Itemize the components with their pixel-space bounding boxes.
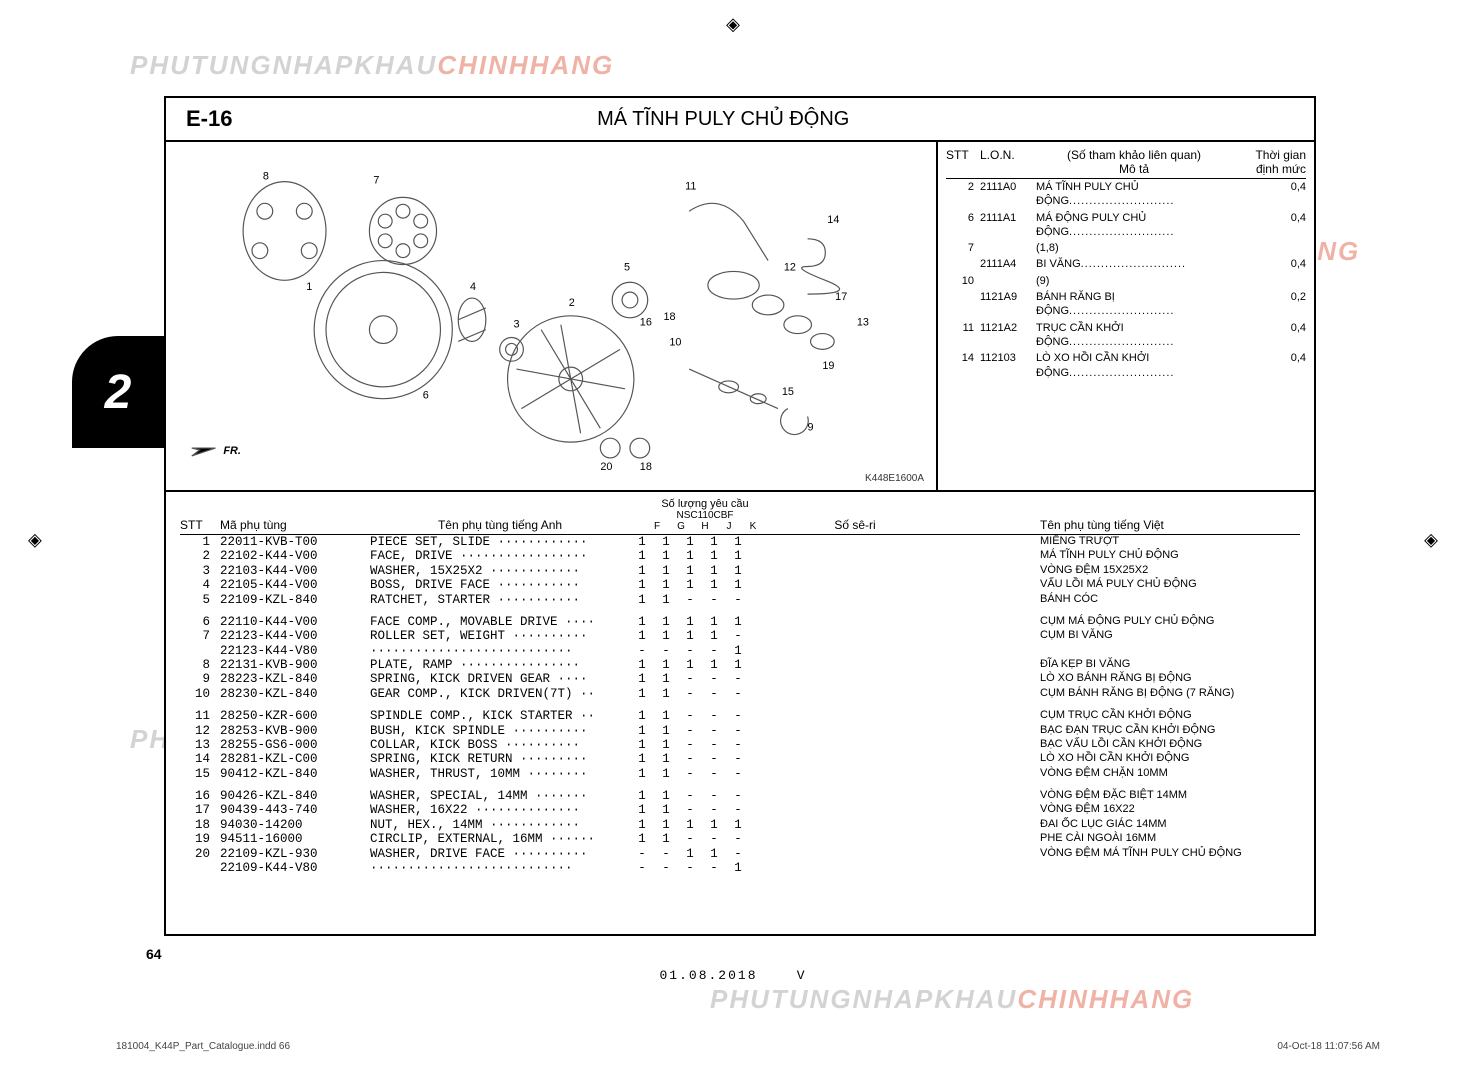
fr-label: FR. <box>223 445 240 457</box>
parts-row: 522109-KZL-840RATCHET, STARTER ·········… <box>180 593 1300 607</box>
svg-text:17: 17 <box>835 291 847 303</box>
registration-mark-right: ◈ <box>1424 530 1438 551</box>
watermark-bottom: PHUTUNGNHAPKHAUCHINHHANG <box>710 984 1194 1015</box>
parts-row: 1028230-KZL-840GEAR COMP., KICK DRIVEN(7… <box>180 687 1300 701</box>
parts-row: 822131-KVB-900PLATE, RAMP ··············… <box>180 658 1300 672</box>
svg-text:7: 7 <box>373 175 379 187</box>
svg-text:18: 18 <box>640 461 652 473</box>
svg-text:6: 6 <box>423 390 429 402</box>
parts-table-header: STT Mã phụ tùng Tên phụ tùng tiếng Anh S… <box>180 498 1300 535</box>
svg-text:5: 5 <box>624 261 630 273</box>
ref-row: 111121A2TRỤC CẦN KHỞI ĐỘNG..............… <box>946 320 1306 351</box>
svg-text:12: 12 <box>784 261 796 273</box>
diagram-svg: 8 7 1 6 4 3 2 5 16 10 11 14 12 17 13 19 <box>176 152 926 478</box>
svg-text:15: 15 <box>782 386 794 398</box>
svg-text:10: 10 <box>669 336 681 348</box>
parts-row: 2022109-KZL-930WASHER, DRIVE FACE ······… <box>180 847 1300 861</box>
section-tab: 2 <box>72 336 164 448</box>
svg-text:19: 19 <box>822 360 834 372</box>
svg-text:8: 8 <box>263 171 269 183</box>
parts-row: 928223-KZL-840SPRING, KICK DRIVEN GEAR ·… <box>180 672 1300 686</box>
svg-text:18: 18 <box>663 311 675 323</box>
svg-text:11: 11 <box>685 181 696 193</box>
parts-row: 1790439-443-740WASHER, 16X22 ···········… <box>180 803 1300 817</box>
exploded-diagram: 8 7 1 6 4 3 2 5 16 10 11 14 12 17 13 19 <box>166 142 938 490</box>
svg-text:20: 20 <box>600 461 612 473</box>
svg-text:3: 3 <box>513 319 519 331</box>
parts-row: 322103-K44-V00WASHER, 15X25X2 ··········… <box>180 564 1300 578</box>
parts-row: 1590412-KZL-840WASHER, THRUST, 10MM ····… <box>180 767 1300 781</box>
parts-row: 1690426-KZL-840WASHER, SPECIAL, 14MM ···… <box>180 789 1300 803</box>
watermark-top: PHUTUNGNHAPKHAUCHINHHANG <box>130 50 614 81</box>
ref-header: STT L.O.N. (Số tham khảo liên quan) Mô t… <box>946 146 1306 179</box>
registration-mark-left: ◈ <box>28 530 42 551</box>
svg-text:4: 4 <box>470 281 476 293</box>
parts-row: 22109-K44-V80···························… <box>180 861 1300 875</box>
parts-row: 422105-K44-V00BOSS, DRIVE FACE ·········… <box>180 578 1300 592</box>
title-row: E-16 MÁ TĨNH PULY CHỦ ĐỘNG <box>166 98 1314 142</box>
ref-row: 62111A1MÁ ĐỘNG PULY CHỦ ĐỘNG............… <box>946 210 1306 241</box>
parts-row: 122011-KVB-T00PIECE SET, SLIDE ·········… <box>180 535 1300 549</box>
svg-text:1: 1 <box>306 281 312 293</box>
parts-row: 1994511-16000CIRCLIP, EXTERNAL, 16MM ···… <box>180 832 1300 846</box>
svg-text:2: 2 <box>569 297 575 309</box>
parts-row: 722123-K44-V00ROLLER SET, WEIGHT ·······… <box>180 629 1300 643</box>
ref-row: 10(9) <box>946 273 1306 289</box>
svg-text:9: 9 <box>808 421 814 433</box>
page-frame: E-16 MÁ TĨNH PULY CHỦ ĐỘNG <box>164 96 1316 936</box>
section-title: MÁ TĨNH PULY CHỦ ĐỘNG <box>252 108 1314 131</box>
parts-row: 622110-K44-V00FACE COMP., MOVABLE DRIVE … <box>180 615 1300 629</box>
parts-row: 1228253-KVB-900BUSH, KICK SPINDLE ······… <box>180 724 1300 738</box>
parts-row: 1894030-14200NUT, HEX., 14MM ···········… <box>180 818 1300 832</box>
parts-row: 1128250-KZR-600SPINDLE COMP., KICK START… <box>180 709 1300 723</box>
page-number: 64 <box>146 946 162 962</box>
svg-text:16: 16 <box>640 317 652 329</box>
ref-row: 1121A9BÁNH RĂNG BỊ ĐỘNG.................… <box>946 289 1306 320</box>
footer-date: 01.08.2018 V <box>659 968 806 983</box>
svg-text:13: 13 <box>857 317 869 329</box>
ref-row: 7(1,8) <box>946 240 1306 256</box>
diagram-code: K448E1600A <box>865 473 924 484</box>
ref-row: 2111A4BI VĂNG..........................0… <box>946 256 1306 272</box>
svg-text:14: 14 <box>827 214 839 226</box>
indesign-filename: 181004_K44P_Part_Catalogue.indd 66 <box>116 1041 290 1052</box>
print-timestamp: 04-Oct-18 11:07:56 AM <box>1277 1041 1380 1052</box>
registration-mark-top: ◈ <box>726 14 740 35</box>
parts-row: 1428281-KZL-C00SPRING, KICK RETURN ·····… <box>180 752 1300 766</box>
parts-row: 1328255-GS6-000COLLAR, KICK BOSS ·······… <box>180 738 1300 752</box>
parts-row: 22123-K44-V80···························… <box>180 644 1300 658</box>
reference-box: STT L.O.N. (Số tham khảo liên quan) Mô t… <box>938 142 1314 490</box>
ref-row: 14112103LÒ XO HỒI CẦN KHỞI ĐỘNG.........… <box>946 350 1306 381</box>
ref-row: 22111A0MÁ TĨNH PULY CHỦ ĐỘNG............… <box>946 179 1306 210</box>
parts-table: STT Mã phụ tùng Tên phụ tùng tiếng Anh S… <box>166 492 1314 883</box>
parts-row: 222102-K44-V00FACE, DRIVE ··············… <box>180 549 1300 563</box>
section-code: E-16 <box>166 106 252 132</box>
